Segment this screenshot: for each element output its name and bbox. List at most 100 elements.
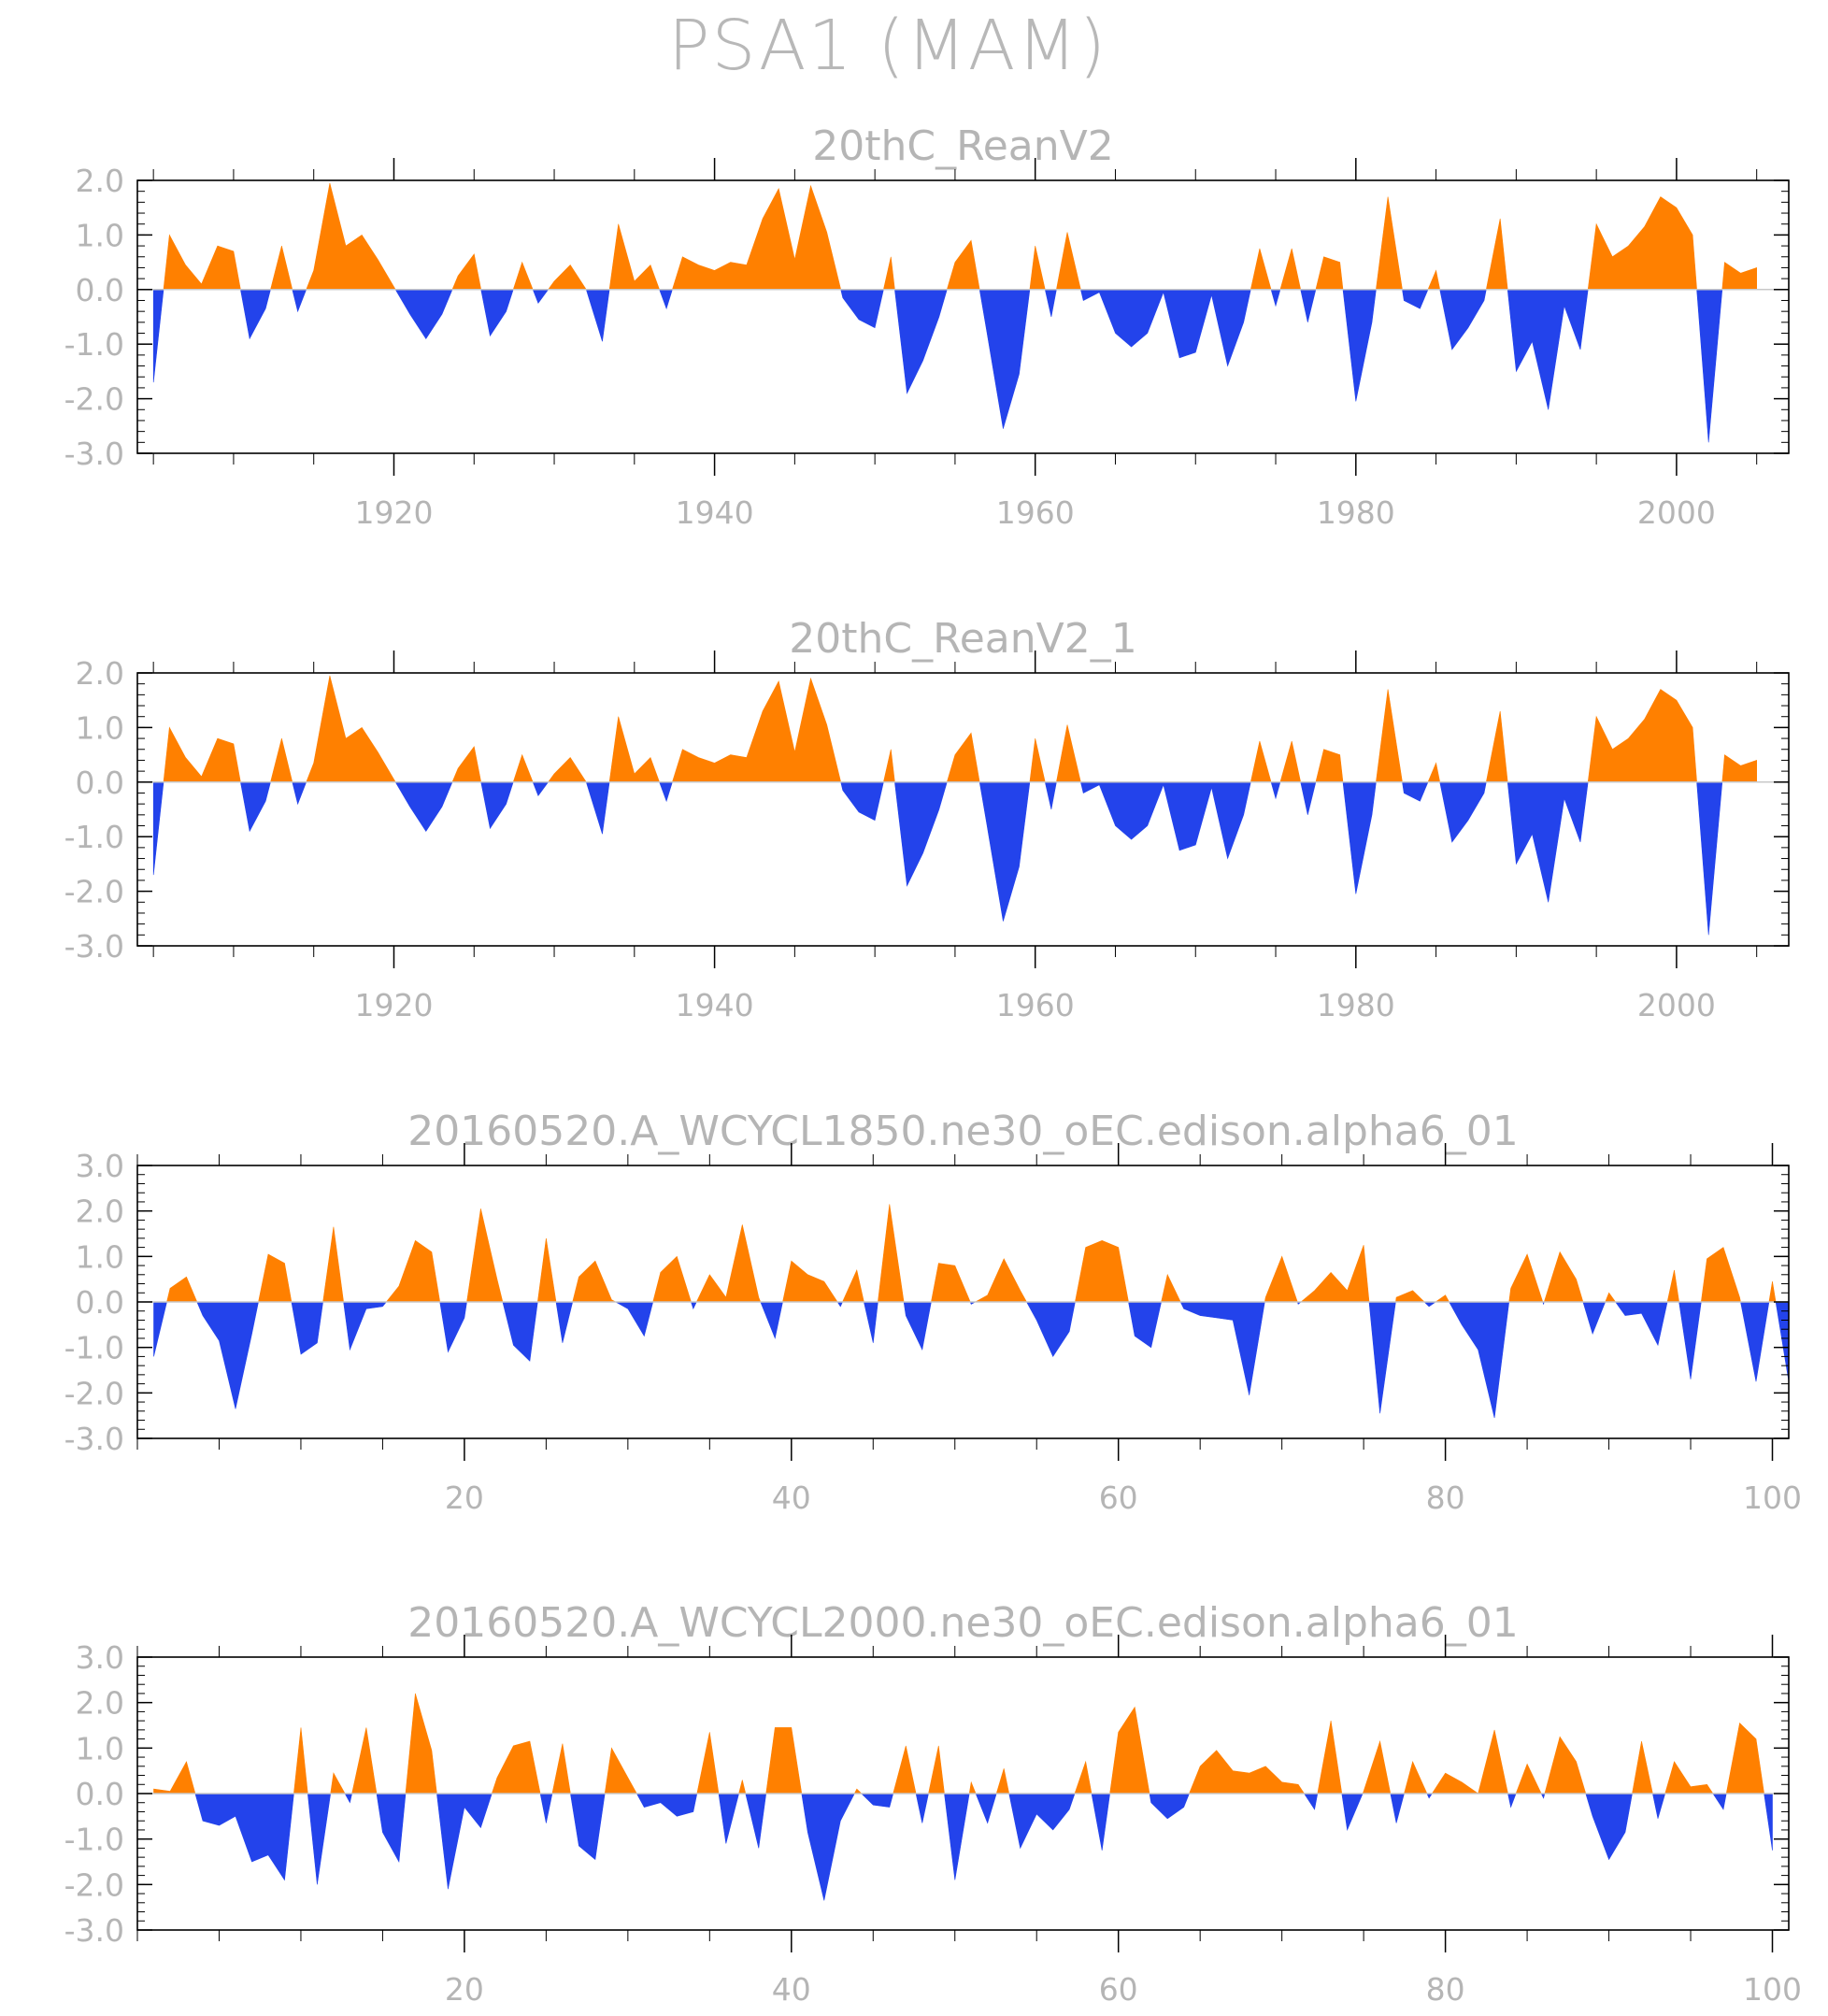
x-tick-label: 1960	[996, 987, 1075, 1023]
positive-area-34	[1109, 1706, 1150, 1794]
positive-area-7	[385, 1239, 441, 1303]
negative-area-19	[745, 1793, 767, 1849]
positive-area-23	[1056, 724, 1081, 783]
positive-area-36	[1189, 1750, 1306, 1794]
positive-area-27	[1279, 248, 1302, 291]
y-tick-label: 1.0	[76, 1238, 124, 1275]
negative-area-40	[1449, 1301, 1510, 1419]
negative-area-39	[1341, 1793, 1364, 1831]
positive-area-15	[652, 1255, 692, 1303]
negative-area-22	[1044, 781, 1057, 810]
positive-area-10	[491, 1740, 541, 1794]
y-tick-label: -2.0	[64, 1866, 124, 1903]
negative-area-32	[1179, 1301, 1265, 1395]
negative-area-21	[801, 1793, 855, 1901]
positive-area-45	[1605, 1292, 1617, 1303]
y-tick-label: 3.0	[76, 1639, 124, 1676]
negative-area-4	[291, 1301, 323, 1355]
y-tick-label: -1.0	[64, 326, 124, 363]
positive-area-39	[1721, 262, 1757, 291]
positive-area-33	[1427, 269, 1441, 291]
positive-area-7	[451, 253, 482, 291]
negative-area-6	[394, 289, 453, 339]
negative-area-33	[1091, 1793, 1110, 1851]
negative-area-36	[1368, 1301, 1396, 1414]
negative-area-26	[1270, 781, 1281, 800]
negative-area-22	[864, 1301, 878, 1343]
x-tick-label: 60	[1099, 1480, 1138, 1516]
positive-area-21	[1029, 246, 1046, 291]
negative-area-22	[1044, 289, 1057, 318]
positive-area-33	[1427, 762, 1441, 783]
positive-area-37	[1587, 689, 1697, 783]
negative-area-6	[343, 1301, 387, 1351]
negative-area-2	[196, 1301, 259, 1409]
y-tick-label: 3.0	[76, 1148, 124, 1184]
positive-area-24	[893, 1745, 917, 1794]
positive-area-8	[405, 1693, 437, 1794]
positive-area-3	[270, 246, 293, 291]
y-tick-label: -2.0	[64, 1375, 124, 1411]
positive-area-29	[1315, 749, 1344, 783]
positive-area-21	[842, 1268, 864, 1303]
negative-area-15	[636, 1793, 698, 1817]
positive-area-37	[1587, 196, 1697, 291]
negative-area-1	[194, 1793, 294, 1881]
panel-title: 20thC_ReanV2_1	[789, 615, 1136, 663]
x-tick-label: 1980	[1317, 987, 1395, 1023]
negative-area-52	[1775, 1301, 1790, 1382]
negative-area-7	[376, 1793, 407, 1863]
panel-title: 20thC_ReanV2	[812, 122, 1113, 170]
positive-area-12	[551, 1743, 571, 1794]
positive-area-7	[451, 746, 482, 783]
negative-area-13	[570, 1793, 606, 1861]
positive-area-47	[1515, 1763, 1542, 1794]
negative-area-46	[1615, 1301, 1668, 1347]
negative-area-24	[1080, 781, 1251, 860]
positive-area-27	[1279, 740, 1302, 783]
positive-area-35	[1300, 1245, 1370, 1303]
x-tick-label: 40	[772, 1971, 811, 2008]
y-tick-label: 0.0	[76, 1284, 124, 1321]
negative-area-54	[1712, 1793, 1727, 1810]
negative-area-36	[1507, 781, 1589, 903]
negative-area-44	[1582, 1301, 1607, 1336]
panel-title: 20160520.A_WCYCL2000.ne30_oEC.edison.alp…	[407, 1599, 1518, 1647]
negative-area-0	[152, 289, 164, 383]
positive-area-35	[1485, 218, 1508, 291]
negative-area-37	[1303, 1793, 1319, 1810]
figure-title: PSA1 (MAM)	[667, 6, 1108, 86]
negative-area-30	[1342, 289, 1377, 402]
positive-area-9	[512, 753, 534, 783]
y-tick-label: -3.0	[64, 1912, 124, 1949]
x-tick-label: 1960	[996, 494, 1075, 531]
negative-area-31	[1008, 1793, 1076, 1850]
positive-area-9	[512, 261, 534, 291]
y-tick-label: 2.0	[76, 1685, 124, 1722]
y-tick-label: -3.0	[64, 1421, 124, 1457]
panel-4: 20160520.A_WCYCL2000.ne30_oEC.edison.alp…	[64, 1599, 1802, 2008]
positive-area-41	[1508, 1253, 1544, 1303]
positive-area-44	[1431, 1772, 1479, 1794]
positive-area-51	[1632, 1740, 1653, 1794]
x-tick-label: 1980	[1317, 494, 1395, 531]
positive-area-4	[330, 1772, 346, 1794]
positive-area-45	[1478, 1729, 1508, 1794]
positive-area-42	[1404, 1761, 1428, 1794]
positive-area-1	[163, 726, 241, 783]
positive-area-29	[1315, 256, 1344, 291]
negative-area-2	[240, 289, 271, 340]
positive-area-30	[995, 1768, 1010, 1794]
positive-area-28	[968, 1780, 977, 1794]
positive-area-40	[1362, 1739, 1392, 1794]
negative-area-14	[615, 1301, 654, 1337]
positive-area-49	[1700, 1247, 1741, 1303]
negative-area-18	[894, 289, 948, 394]
positive-area-14	[604, 1747, 637, 1794]
positive-area-15	[671, 677, 842, 783]
negative-area-10	[502, 1301, 538, 1362]
x-tick-label: 80	[1426, 1480, 1465, 1516]
y-tick-label: -3.0	[64, 436, 124, 472]
positive-area-25	[1250, 740, 1272, 783]
negative-area-16	[840, 781, 884, 822]
